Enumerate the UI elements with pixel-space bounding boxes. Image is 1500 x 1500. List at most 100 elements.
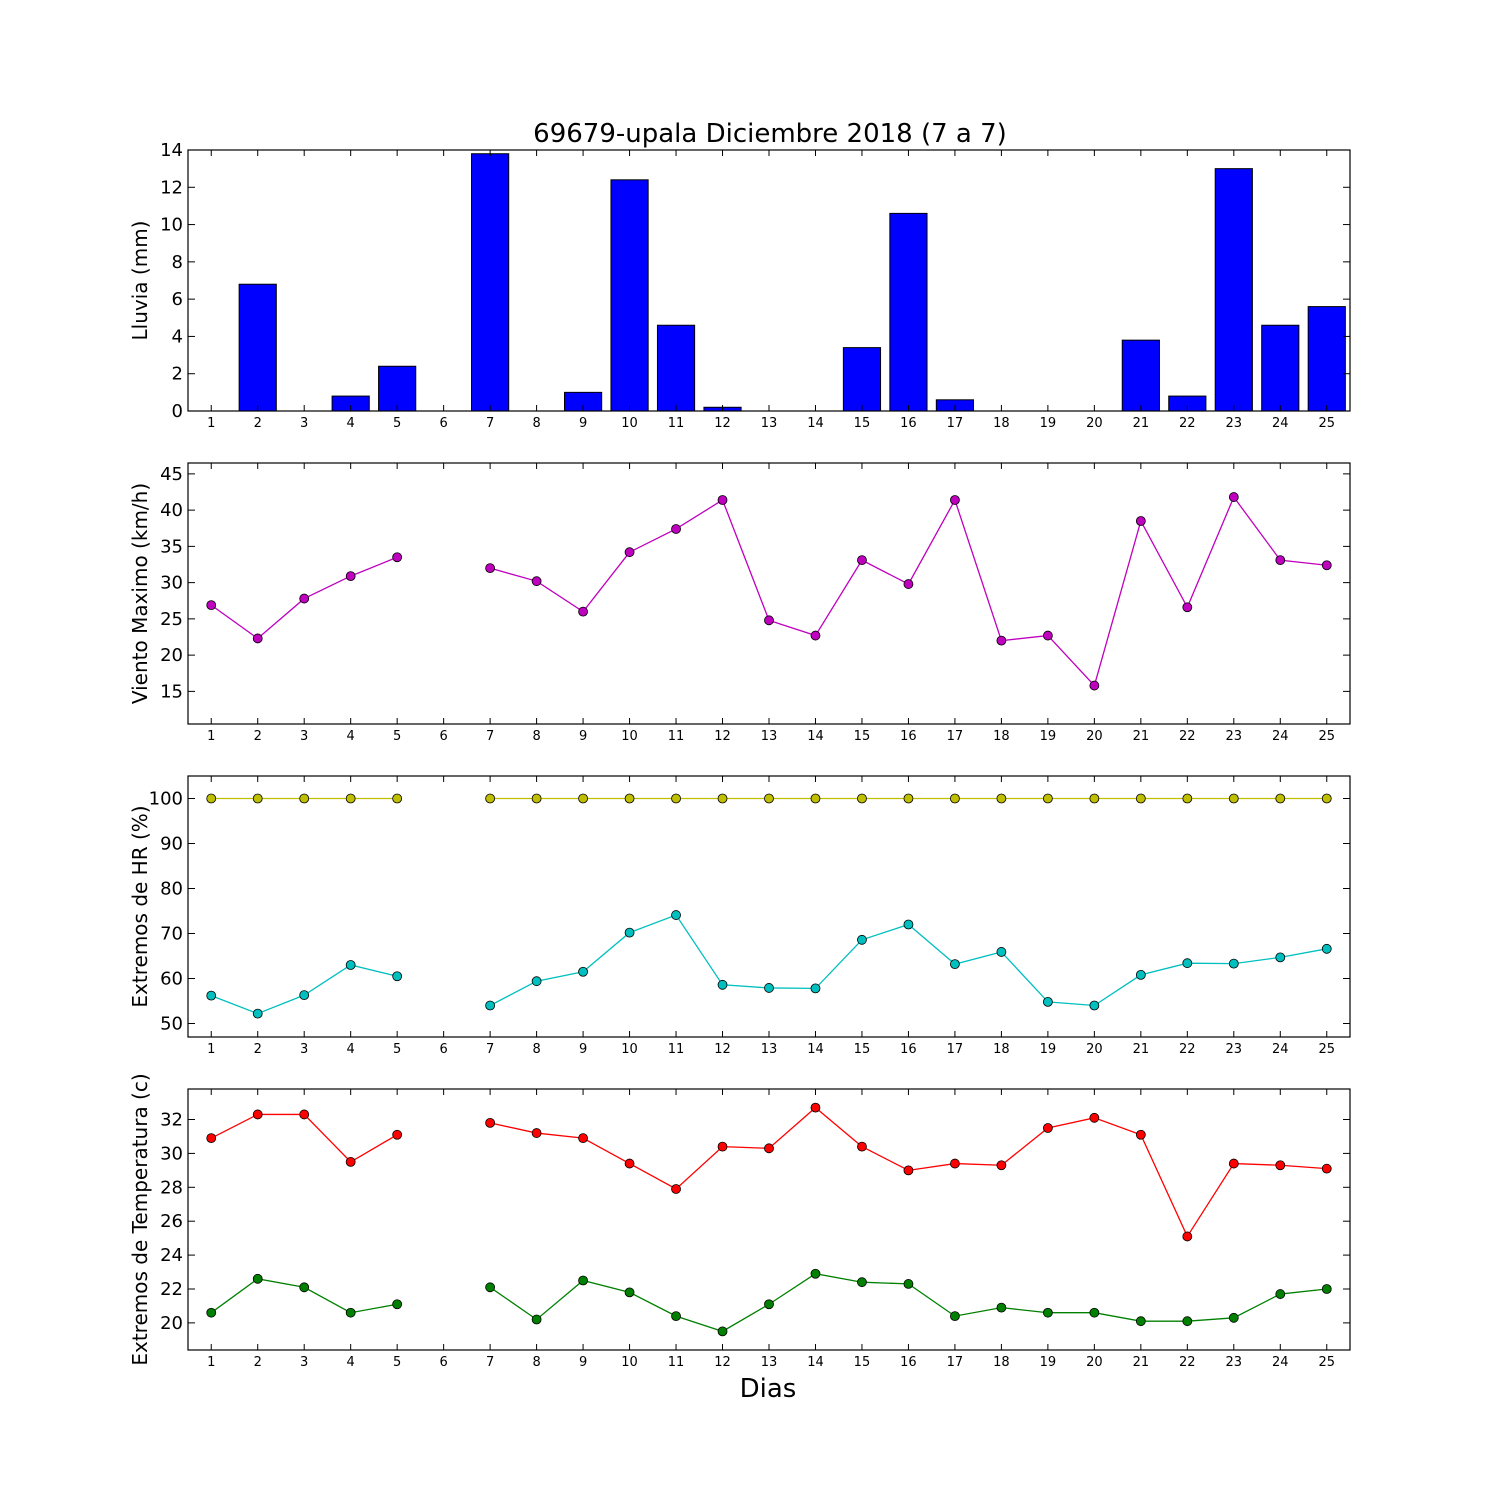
rain-bar <box>1307 306 1346 412</box>
temp-x-tick-label: 2 <box>254 1355 262 1370</box>
rain-x-tick-label: 16 <box>900 416 917 431</box>
hr-series-0-point <box>1042 793 1053 804</box>
hr-series-1-point <box>206 990 217 1001</box>
temp-series-0-point <box>671 1184 681 1194</box>
hr-series-1-point <box>624 927 635 938</box>
wind-x-tick-label: 11 <box>668 729 685 744</box>
hr-series-0-point <box>578 793 588 804</box>
hr-series-1-point <box>578 966 588 977</box>
wind-series-0-point <box>1228 492 1239 502</box>
temp-series-1-point <box>671 1311 681 1322</box>
wind-series-0-point <box>1321 560 1332 571</box>
hr-series-0-point <box>903 793 914 804</box>
hr-x-tick-label: 10 <box>621 1042 638 1057</box>
temp-series-0-point <box>531 1128 542 1138</box>
rain-x-tick-label: 2 <box>254 416 262 431</box>
temp-series-0-point <box>1042 1123 1053 1133</box>
hr-series-0-point <box>299 793 310 804</box>
wind-x-tick-label: 5 <box>393 729 401 744</box>
temp-series-0-point <box>810 1102 821 1113</box>
temp-panel: 1 2 3 4 5 6 7 8 9 10 11 12 13 14 15 16 17 18 19 20 21 22 23 24 2… <box>128 1073 1351 1370</box>
hr-series-1-point <box>810 983 821 994</box>
rain-bar <box>610 179 649 412</box>
temp-series-0-point <box>1228 1158 1239 1169</box>
hr-series-1-point <box>1042 997 1053 1007</box>
hr-series-0-point <box>392 793 403 804</box>
hr-series-0-point <box>1228 793 1239 804</box>
hr-x-tick-label: 14 <box>807 1042 824 1057</box>
wind-series-0-point <box>392 552 403 563</box>
hr-y-axis-label: Extremos de HR (%) <box>128 805 152 1007</box>
wind-series-0-point <box>950 495 960 505</box>
rain-x-tick-label: 15 <box>854 416 871 431</box>
rain-bar <box>471 153 510 412</box>
hr-x-tick-label: 12 <box>714 1042 731 1057</box>
wind-x-tick-label: 1 <box>207 729 215 744</box>
hr-series-0-point <box>810 793 821 804</box>
temp-series-1-point <box>392 1299 403 1310</box>
wind-x-tick-label: 9 <box>579 729 587 744</box>
hr-y-tick-label: 60 <box>160 969 183 990</box>
rain-bar <box>842 347 882 412</box>
hr-y-tick-label: 50 <box>160 1014 183 1035</box>
rain-y-tick-label: 0 <box>172 401 183 422</box>
rain-x-tick-label: 8 <box>532 416 540 431</box>
wind-y-tick-label: 45 <box>160 464 183 485</box>
hr-series-0-point <box>1089 793 1100 804</box>
temp-series-1-point <box>996 1302 1007 1313</box>
rain-x-tick-label: 11 <box>668 416 685 431</box>
temp-series-1-point <box>717 1326 728 1337</box>
wind-series-0-point <box>1042 630 1053 641</box>
temp-series-1-point <box>857 1277 867 1288</box>
wind-series-0-point <box>345 571 356 581</box>
hr-series-0-point <box>624 793 635 804</box>
rain-x-tick-label: 22 <box>1179 416 1196 431</box>
temp-x-tick-label: 10 <box>621 1355 638 1370</box>
temp-x-tick-label: 8 <box>532 1355 540 1370</box>
temp-series-0-point <box>206 1133 217 1144</box>
hr-series-1-point <box>1228 958 1239 969</box>
hr-series-0-point <box>671 793 681 804</box>
hr-x-tick-label: 7 <box>486 1042 494 1057</box>
panels: 1 2 3 4 5 6 7 8 9 10 11 12 13 14 15 16 17 18 19 20 21 22 23 24 2… <box>128 140 1351 1370</box>
temp-series-0-point <box>1135 1129 1146 1140</box>
wind-y-tick-label: 25 <box>160 609 183 630</box>
temp-x-tick-label: 25 <box>1318 1355 1335 1370</box>
rain-bar <box>238 283 277 412</box>
rain-x-tick-label: 1 <box>207 416 215 431</box>
hr-series-1-point <box>903 919 914 930</box>
wind-x-tick-label: 8 <box>532 729 540 744</box>
temp-y-tick-label: 24 <box>160 1245 183 1266</box>
temp-y-axis-label: Extremos de Temperatura (c) <box>128 1073 152 1365</box>
temp-x-tick-label: 17 <box>947 1355 964 1370</box>
wind-series-0-point <box>1089 680 1100 691</box>
hr-series-0-point <box>1275 793 1286 804</box>
hr-series-0-point <box>950 793 960 804</box>
wind-series-0-point <box>299 593 310 604</box>
hr-series-1-point <box>950 959 960 969</box>
wind-x-tick-label: 10 <box>621 729 638 744</box>
hr-x-tick-label: 20 <box>1086 1042 1103 1057</box>
temp-y-tick-label: 20 <box>160 1313 183 1334</box>
temp-x-tick-label: 11 <box>668 1355 685 1370</box>
hr-series-1-point <box>345 960 356 970</box>
rain-y-tick-label: 2 <box>172 364 183 385</box>
hr-y-tick-label: 70 <box>160 924 183 945</box>
hr-x-tick-label: 21 <box>1133 1042 1150 1057</box>
hr-y-tick-label: 100 <box>149 789 183 810</box>
rain-x-tick-label: 9 <box>579 416 587 431</box>
temp-y-tick-label: 30 <box>160 1143 183 1164</box>
temp-series-1-point <box>810 1268 821 1279</box>
temp-series-0-point <box>950 1158 960 1169</box>
hr-series-1-point <box>1182 958 1193 969</box>
temp-series-1-point <box>1042 1307 1053 1318</box>
hr-x-tick-label: 9 <box>579 1042 587 1057</box>
rain-y-tick-label: 12 <box>160 177 183 198</box>
hr-series-0-point <box>1135 793 1146 804</box>
wind-y-tick-label: 35 <box>160 536 183 557</box>
hr-series-1-point <box>299 990 310 1001</box>
rain-x-tick-label: 21 <box>1133 416 1150 431</box>
temp-x-tick-label: 20 <box>1086 1355 1103 1370</box>
temp-y-tick-label: 26 <box>160 1211 183 1232</box>
